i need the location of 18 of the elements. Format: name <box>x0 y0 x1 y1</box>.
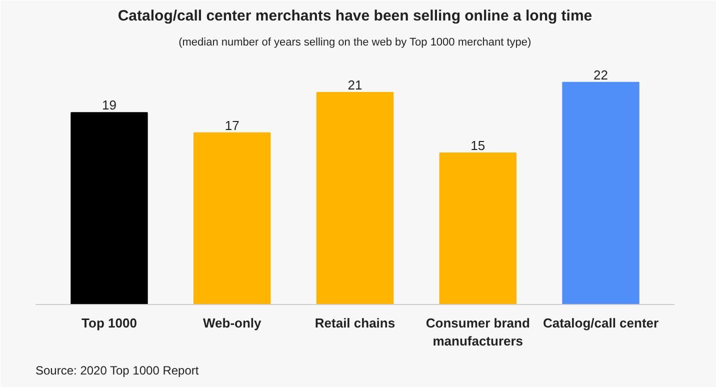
chart-title: Catalog/call center merchants have been selling online a long time <box>118 8 592 24</box>
x-tick-label: Catalog/call center <box>542 316 659 330</box>
data-label: 19 <box>102 98 116 113</box>
data-label: 21 <box>348 77 362 92</box>
data-label: 22 <box>594 67 608 82</box>
chart-subtitle: (median number of years selling on the web by Top 1000 merchant type) <box>178 36 532 48</box>
source-note: Source: 2020 Top 1000 Report <box>36 364 200 378</box>
bar <box>70 112 148 304</box>
data-label: 15 <box>470 138 486 154</box>
x-tick-label: Web-only <box>202 316 262 330</box>
bar <box>562 82 640 304</box>
x-tick-label: Retail chains <box>314 316 396 330</box>
bar <box>316 92 394 304</box>
x-tick-label: Consumer brand manufacturers <box>426 316 530 348</box>
x-tick-label: Top 1000 <box>82 316 137 330</box>
data-label: 17 <box>224 118 240 133</box>
bar <box>439 152 516 304</box>
bar <box>194 132 271 304</box>
